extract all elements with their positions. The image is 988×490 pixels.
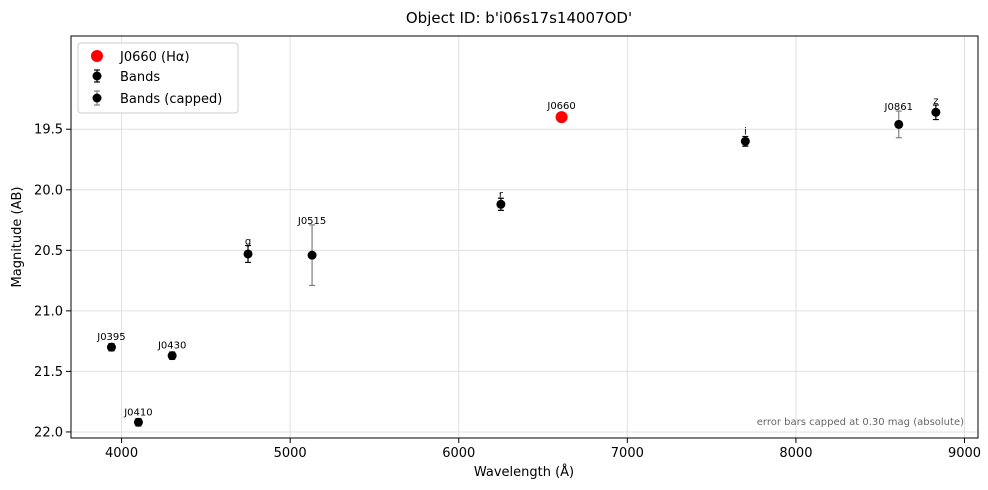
legend-marker-capped: [92, 93, 102, 103]
y-tick-label: 19.5: [34, 123, 63, 138]
y-tick-label: 22.0: [34, 425, 63, 440]
x-tick-label: 5000: [274, 446, 307, 461]
legend-label-halpha: J0660 (Hα): [119, 50, 190, 65]
x-axis-label: Wavelength (Å): [474, 464, 574, 480]
errorbar-cap-note: error bars capped at 0.30 mag (absolute): [757, 417, 964, 428]
point-j0515: [307, 250, 317, 260]
x-tick-label: 4000: [105, 446, 138, 461]
point-j0430: [167, 351, 177, 361]
y-tick-label: 20.5: [34, 244, 63, 259]
point-label-z: z: [933, 96, 938, 107]
point-i: [740, 136, 750, 146]
point-j0861: [894, 119, 904, 129]
point-label-j0660: J0660: [546, 101, 575, 112]
legend-marker-halpha: [91, 50, 103, 62]
legend: J0660 (Hα) Bands Bands (capped): [77, 42, 239, 114]
point-label-j0395: J0395: [96, 332, 125, 343]
y-axis-ticks: 19.5 20.0 20.5 21.0 21.5 22.0: [34, 123, 71, 440]
point-label-j0410: J0410: [123, 407, 152, 418]
grid: [71, 36, 978, 438]
point-r: [496, 199, 506, 209]
point-label-j0430: J0430: [157, 341, 186, 352]
x-tick-label: 7000: [611, 446, 644, 461]
x-axis-ticks: 4000 5000 6000 7000 8000 9000: [105, 438, 981, 461]
x-tick-label: 8000: [779, 446, 812, 461]
chart-title: Object ID: b'i06s17s14007OD': [406, 9, 632, 27]
point-label-g: g: [245, 236, 251, 247]
plot-frame: [70, 35, 979, 439]
y-tick-label: 21.5: [34, 365, 63, 380]
point-j0410: [133, 417, 143, 427]
legend-label-bands: Bands: [120, 70, 160, 85]
x-tick-label: 9000: [948, 446, 981, 461]
y-tick-label: 20.0: [34, 183, 63, 198]
legend-label-capped: Bands (capped): [120, 92, 222, 107]
legend-box: [77, 42, 239, 114]
point-label-j0515: J0515: [297, 216, 326, 227]
point-g: [243, 249, 253, 259]
y-axis-label: Magnitude (AB): [10, 187, 25, 288]
point-label-r: r: [499, 189, 504, 200]
legend-marker-bands: [92, 71, 102, 81]
point-label-j0861: J0861: [884, 102, 913, 113]
y-tick-label: 21.0: [34, 304, 63, 319]
point-z: [931, 107, 941, 117]
point-j0660: [555, 111, 568, 124]
point-j0395: [106, 342, 116, 352]
data-points: J0395 J0410 J0430 g r i z J0515 J0861 J0660: [96, 96, 941, 427]
x-tick-label: 6000: [442, 446, 475, 461]
point-label-i: i: [744, 126, 747, 137]
